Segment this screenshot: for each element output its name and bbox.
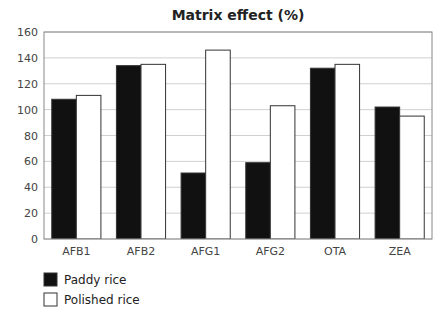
grid-line — [44, 57, 432, 58]
bar — [52, 99, 77, 239]
chart-title: Matrix effect (%) — [172, 7, 305, 23]
x-tick-label: AFG1 — [191, 245, 220, 258]
plot-frame — [44, 32, 432, 239]
legend-label: Polished rice — [64, 293, 140, 307]
bar — [206, 50, 231, 239]
x-tick-label: AFB2 — [127, 245, 155, 258]
grid-line — [44, 83, 432, 84]
y-tick-label: 80 — [24, 130, 38, 143]
y-tick-label: 0 — [31, 233, 38, 246]
bar — [116, 66, 141, 239]
grid-line — [44, 213, 432, 214]
y-tick-label: 140 — [17, 52, 38, 65]
bar — [181, 173, 206, 239]
x-tick-label: AFB1 — [62, 245, 90, 258]
bar — [310, 68, 335, 239]
bar — [270, 106, 295, 239]
y-tick-label: 20 — [24, 207, 38, 220]
x-tick-label: OTA — [324, 245, 347, 258]
grid-line — [44, 161, 432, 162]
bar — [375, 107, 400, 239]
y-tick-label: 40 — [24, 181, 38, 194]
y-tick-label: 100 — [17, 104, 38, 117]
y-tick-label: 120 — [17, 78, 38, 91]
legend-swatch — [44, 293, 57, 306]
bar — [141, 64, 166, 239]
chart-svg: Matrix effect (%) 0 20 40 60 80 100 120 140 160 AF… — [0, 0, 444, 335]
bar — [335, 64, 360, 239]
bar — [76, 95, 101, 239]
grid-line — [44, 109, 432, 110]
grid — [44, 32, 432, 239]
legend-swatch — [44, 273, 57, 286]
y-axis: 0 20 40 60 80 100 120 140 160 — [17, 26, 38, 246]
bar — [400, 116, 425, 239]
grid-line — [44, 135, 432, 136]
bars — [52, 50, 424, 239]
legend-label: Paddy rice — [64, 273, 126, 287]
x-axis: AFB1 AFB2 AFG1 AFG2 OTA ZEA — [62, 245, 411, 258]
bar — [246, 163, 271, 239]
x-tick-label: ZEA — [389, 245, 411, 258]
y-tick-label: 60 — [24, 155, 38, 168]
y-tick-label: 160 — [17, 26, 38, 39]
legend: Paddy rice Polished rice — [44, 273, 140, 307]
chart-container: Matrix effect (%) 0 20 40 60 80 100 120 140 160 AF… — [0, 0, 444, 335]
grid-line — [44, 187, 432, 188]
x-tick-label: AFG2 — [256, 245, 285, 258]
